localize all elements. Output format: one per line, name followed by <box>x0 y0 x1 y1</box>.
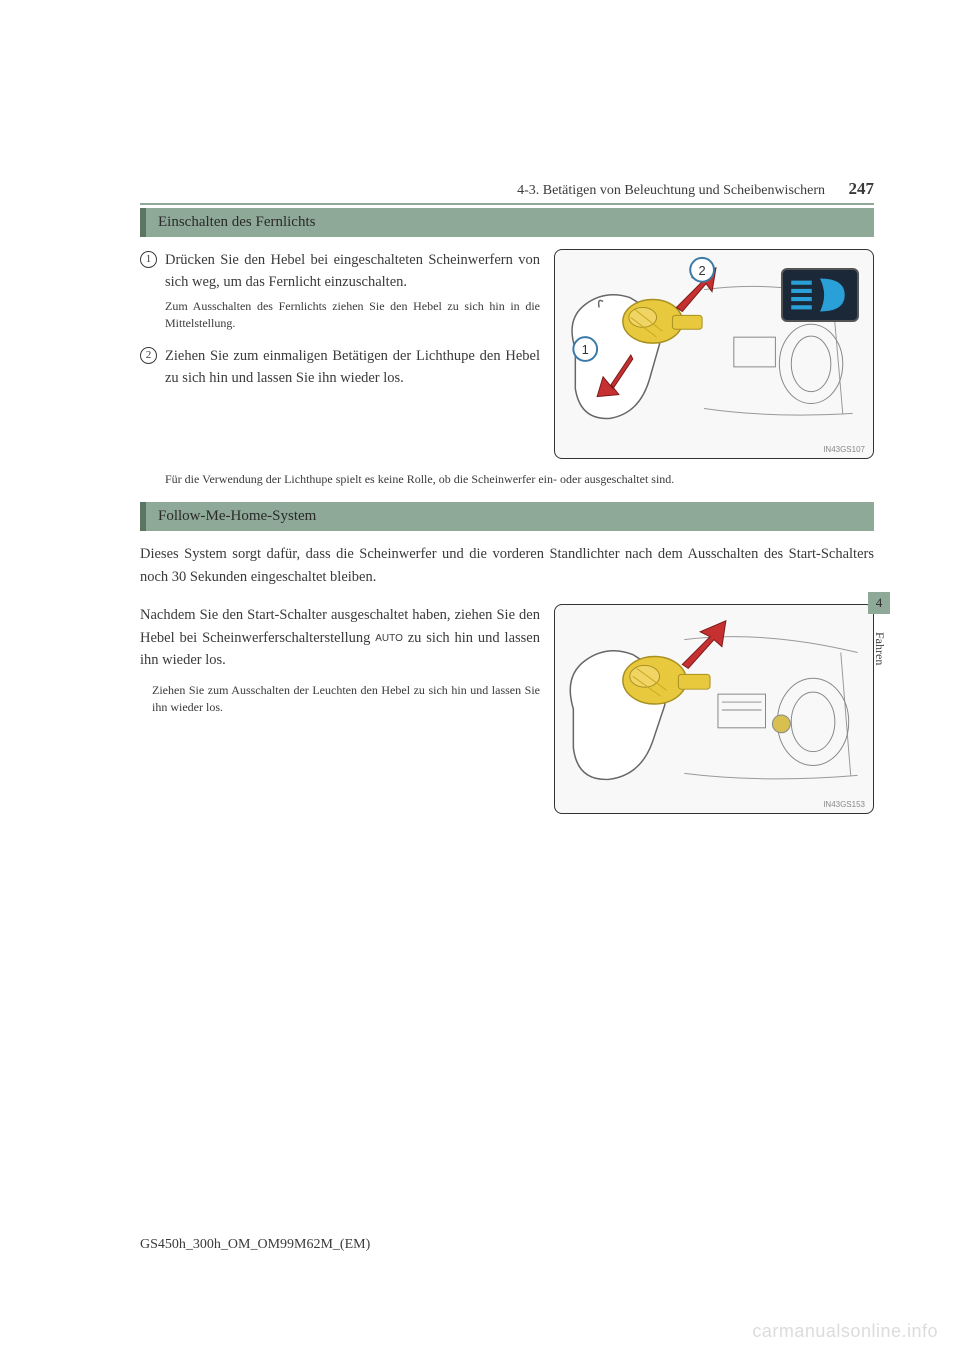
section2-text: Nachdem Sie den Start-Schalter aus­gesch… <box>140 604 540 814</box>
high-beam-indicator <box>781 268 859 322</box>
page-header: 4-3. Betätigen von Beleuchtung und Schei… <box>140 179 874 205</box>
section2-image-col: IN43GS153 <box>554 604 874 814</box>
item-text: Drücken Sie den Hebel bei einge­schaltet… <box>165 249 540 341</box>
chapter-tab: 4 <box>868 592 890 614</box>
svg-text:1: 1 <box>582 342 589 357</box>
section1-image-col: 1 2 <box>554 249 874 459</box>
section1-body: 1 Drücken Sie den Hebel bei einge­schalt… <box>140 249 874 459</box>
header-text: 4-3. Betätigen von Beleuchtung und Schei… <box>140 179 874 199</box>
item-number-1: 1 <box>140 251 157 268</box>
diagram-followme: IN43GS153 <box>554 604 874 814</box>
list-item: 1 Drücken Sie den Hebel bei einge­schalt… <box>140 249 540 341</box>
footer-code: GS450h_300h_OM_OM99M62M_(EM) <box>140 1237 370 1253</box>
chapter-label: Fahren <box>872 632 887 665</box>
breadcrumb: 4-3. Betätigen von Beleuchtung und Schei… <box>517 183 825 198</box>
item2-text: Ziehen Sie zum einmaligen Betäti­gen der… <box>165 345 540 390</box>
list-item: 2 Ziehen Sie zum einmaligen Betäti­gen d… <box>140 345 540 390</box>
section2-body-text: Nachdem Sie den Start-Schalter aus­gesch… <box>140 604 540 671</box>
auto-label: AUTO <box>375 633 403 644</box>
section-header-fernlicht: Einschalten des Fernlichts <box>140 208 874 237</box>
section2-intro: Dieses System sorgt dafür, dass die Sche… <box>140 543 874 588</box>
page-number: 247 <box>849 179 875 198</box>
section1-text: 1 Drücken Sie den Hebel bei einge­schalt… <box>140 249 540 459</box>
section2-note: Ziehen Sie zum Ausschalten der Leuch­ten… <box>152 682 540 717</box>
diagram-label-1: IN43GS107 <box>823 445 865 454</box>
section1-footnote: Für die Verwendung der Lichthupe spielt … <box>165 471 874 488</box>
diagram-fernlicht: 1 2 <box>554 249 874 459</box>
section2-body: Nachdem Sie den Start-Schalter aus­gesch… <box>140 604 874 814</box>
chapter-number: 4 <box>876 595 883 611</box>
section-header-followme: Follow-Me-Home-System <box>140 502 874 531</box>
item1-text: Drücken Sie den Hebel bei einge­schaltet… <box>165 249 540 294</box>
main-content: Einschalten des Fernlichts 1 Drücken Sie… <box>140 208 874 826</box>
item1-note: Zum Ausschalten des Fernlichts ziehen Si… <box>165 298 540 333</box>
item-number-2: 2 <box>140 347 157 364</box>
svg-text:2: 2 <box>699 263 706 278</box>
watermark: carmanualsonline.info <box>752 1321 938 1342</box>
diagram-label-2: IN43GS153 <box>823 800 865 809</box>
